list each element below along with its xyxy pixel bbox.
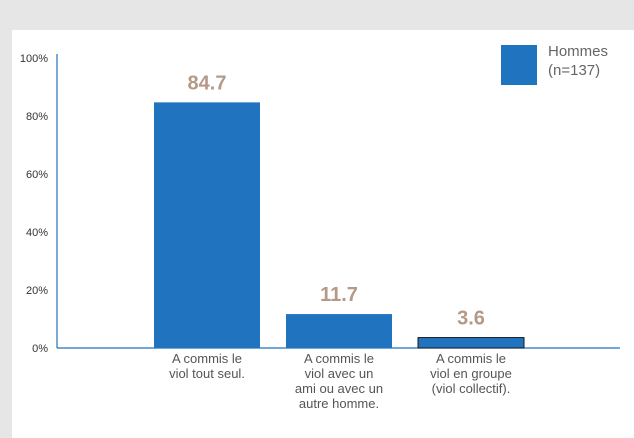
x-tick-label-line: A commis le bbox=[172, 351, 242, 366]
x-tick-label: A commis le viol avec un ami ou avec un aut… bbox=[295, 351, 383, 411]
legend-label: Hommes (n=137) bbox=[548, 43, 608, 79]
bar bbox=[154, 102, 260, 349]
y-tick-label: 80% bbox=[26, 111, 48, 123]
bar bbox=[417, 337, 525, 349]
data-label: 84.7 bbox=[188, 72, 227, 94]
x-tick-label-line: viol avec un bbox=[305, 366, 374, 381]
x-tick-label-line: A commis le bbox=[304, 351, 374, 366]
chart-panel bbox=[12, 30, 634, 438]
x-tick-label-line: viol tout seul. bbox=[169, 366, 245, 381]
data-label: 3.6 bbox=[457, 308, 485, 330]
x-tick-label-line: autre homme. bbox=[299, 396, 379, 411]
x-tick-label: A commis le viol en groupe (viol collectif… bbox=[430, 351, 512, 396]
x-tick-label-line: A commis le bbox=[436, 351, 506, 366]
x-tick-label-line: ami ou avec un bbox=[295, 381, 383, 396]
legend-label-line: (n=137) bbox=[548, 62, 600, 79]
x-tick-label: A commis le viol tout seul. bbox=[169, 351, 245, 381]
x-tick-label-line: (viol collectif). bbox=[432, 381, 511, 396]
data-label: 11.7 bbox=[320, 284, 358, 306]
y-tick-label: 20% bbox=[26, 285, 48, 297]
bar bbox=[286, 314, 392, 348]
x-tick-label-line: viol en groupe bbox=[430, 366, 512, 381]
y-tick-label: 40% bbox=[26, 227, 48, 239]
legend-swatch bbox=[501, 45, 537, 85]
legend-label-line: Hommes bbox=[548, 43, 608, 60]
y-tick-label: 0% bbox=[32, 343, 48, 355]
y-tick-label: 60% bbox=[26, 169, 48, 181]
y-tick-label: 100% bbox=[20, 53, 48, 65]
